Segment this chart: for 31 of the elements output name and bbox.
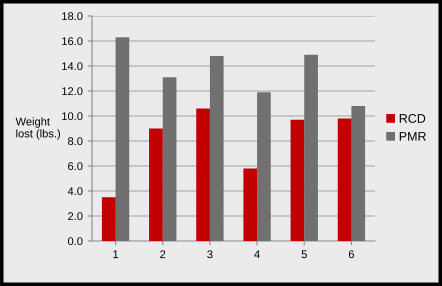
bar <box>243 168 258 241</box>
x-tick-label: 6 <box>348 250 354 258</box>
y-tick-label: 14.0 <box>62 62 83 70</box>
legend-label: RCD <box>400 114 426 123</box>
x-tick-label: 3 <box>207 250 213 258</box>
bar <box>338 118 352 241</box>
x-tick-label: 1 <box>113 250 118 258</box>
y-axis-title: Weight lost (lbs.) <box>16 117 60 140</box>
y-tick-label: 8.0 <box>68 137 83 146</box>
y-tick-label: 4.0 <box>68 187 83 196</box>
bar <box>210 56 224 241</box>
bar <box>351 106 366 241</box>
bar <box>102 197 116 241</box>
x-tick-label: 5 <box>302 250 307 258</box>
bar <box>162 77 176 241</box>
y-tick-label: 2.0 <box>68 212 83 220</box>
y-tick-label: 18.0 <box>62 12 83 20</box>
x-tick-label: 2 <box>160 250 166 258</box>
y-tick-label: 0.0 <box>68 237 83 246</box>
bar <box>116 37 130 241</box>
legend-label: PMR <box>400 132 426 141</box>
x-tick-label: 4 <box>254 250 260 258</box>
bar <box>196 108 210 241</box>
bar <box>149 128 163 241</box>
y-tick-label: 12.0 <box>62 87 83 96</box>
y-tick-label: 16.0 <box>62 37 83 46</box>
bar <box>304 54 318 241</box>
y-tick-label: 6.0 <box>68 162 83 170</box>
bar <box>257 92 271 241</box>
y-tick-label: 10.0 <box>62 112 83 120</box>
bar <box>290 120 304 241</box>
